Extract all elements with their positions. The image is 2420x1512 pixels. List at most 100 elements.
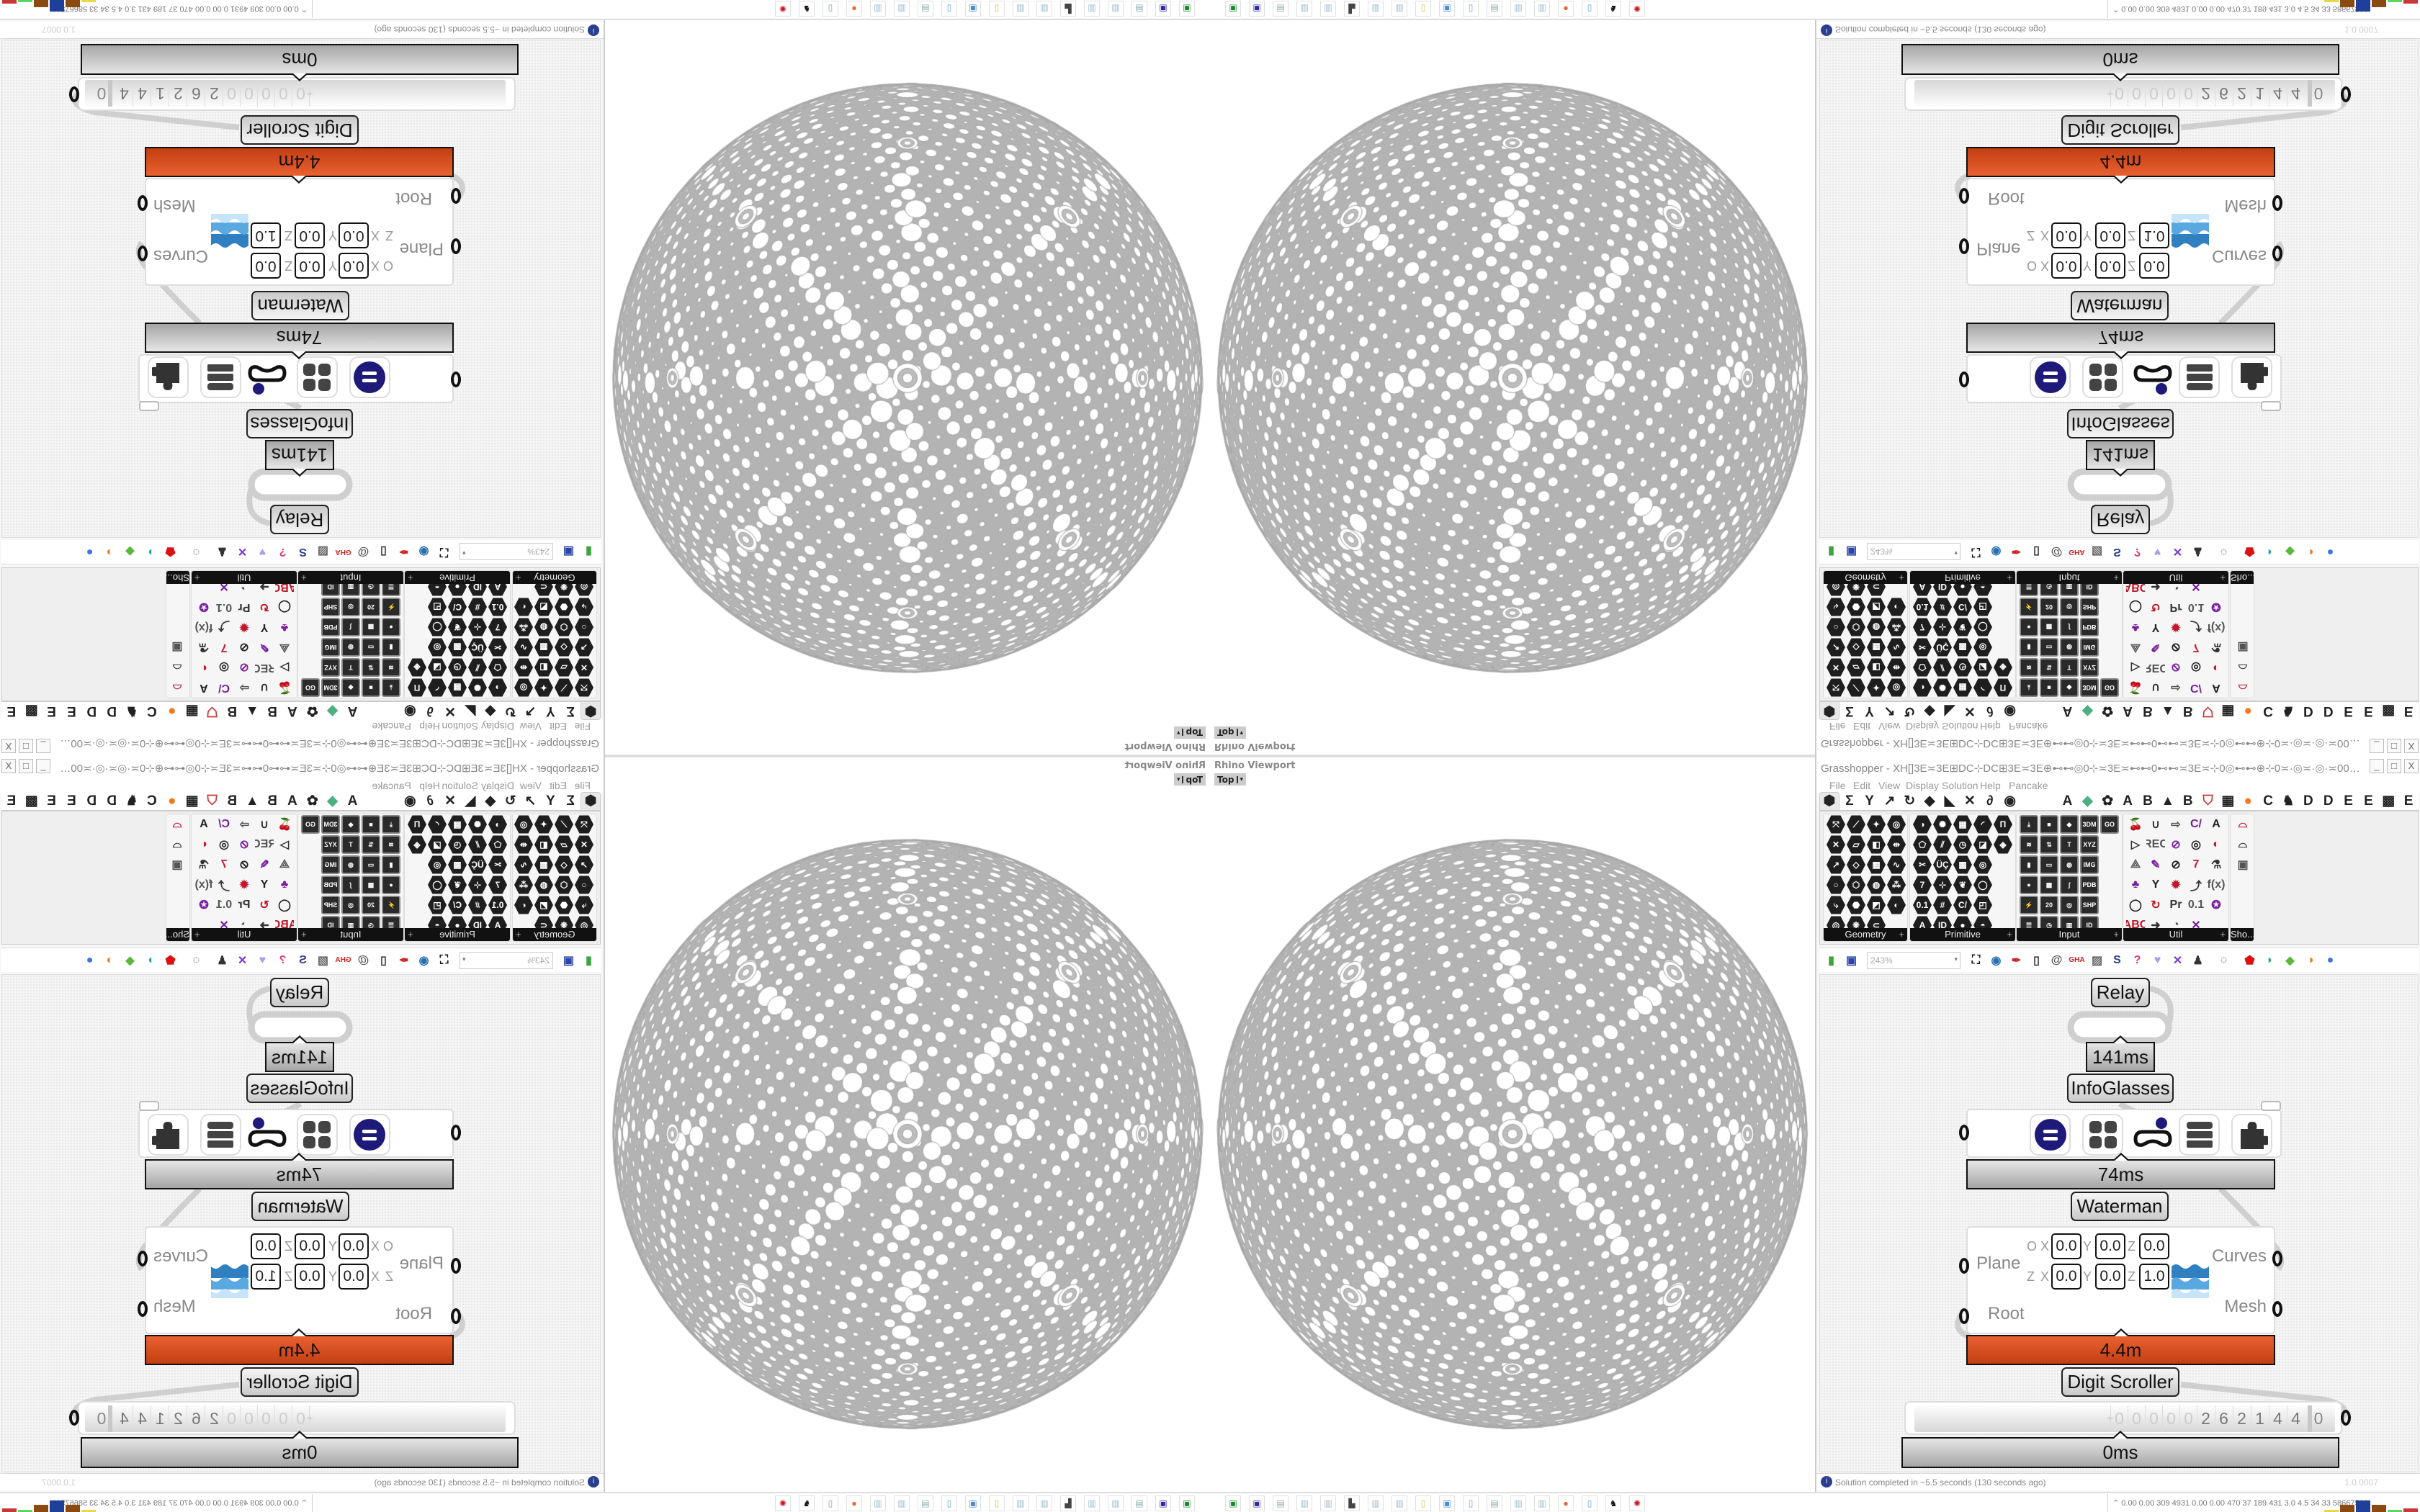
scroller-digit[interactable]: 0 <box>2110 1405 2128 1432</box>
component-icon[interactable]: ⤴ <box>2190 619 2202 631</box>
component-icon[interactable]: ▭ <box>362 855 380 874</box>
menu-solution[interactable]: Solution <box>442 780 478 791</box>
component-icon[interactable]: ↻ <box>259 899 269 912</box>
monitor-icon[interactable]: ▙ <box>1344 1495 1360 1511</box>
plugin-tab[interactable]: E <box>6 703 17 719</box>
plugin-widget-button[interactable] <box>148 356 189 398</box>
notepad-icon[interactable]: ▥ <box>1084 1 1100 17</box>
save-icon[interactable]: ▣ <box>1845 954 1857 967</box>
component-icon[interactable]: ≋ <box>2020 658 2038 677</box>
component-icon[interactable]: ⊘ <box>2171 839 2181 851</box>
component-icon[interactable]: ⇹ <box>1887 835 1906 854</box>
wolf-icon[interactable]: ♞ <box>1605 1495 1621 1511</box>
component-icon[interactable]: ⇹ <box>514 835 533 854</box>
component-icon[interactable]: ○ <box>1827 618 1845 636</box>
sketch-pen-icon[interactable]: ✒ <box>2011 545 2022 558</box>
component-icon[interactable]: 0.1 <box>2187 899 2205 911</box>
plugin-tab[interactable]: E <box>47 703 56 719</box>
waterman-component[interactable]: Plane Root Curves Mesh O X 0.0 Y 0.0 Z 0… <box>1959 178 2282 286</box>
package-icon[interactable]: ? <box>2133 953 2141 966</box>
waterman-component[interactable]: Plane Root Curves Mesh O X 0.0 Y 0.0 Z 0… <box>1959 1226 2282 1334</box>
close-button[interactable]: X <box>2404 759 2419 773</box>
balloon-icon[interactable]: ♥ <box>259 953 266 966</box>
component-icon[interactable]: REC <box>2146 662 2165 674</box>
root-input-grip[interactable] <box>1959 188 1969 204</box>
minimize-button[interactable]: _ <box>2370 739 2384 753</box>
plugin-tab[interactable]: C <box>2263 793 2273 809</box>
component-icon[interactable]: Y <box>260 621 269 634</box>
component-icon[interactable]: IMG <box>321 855 340 874</box>
root-input-grip[interactable] <box>451 188 461 204</box>
component-icon[interactable]: ⬠ <box>1913 658 1932 677</box>
plugin-tab[interactable]: C <box>147 793 157 809</box>
image-icon[interactable]: ▨ <box>2091 545 2103 558</box>
component-icon[interactable]: 3DM <box>321 678 340 697</box>
component-icon[interactable]: ♣ <box>280 878 289 891</box>
component-icon[interactable]: ▷ <box>2130 839 2141 851</box>
component-icon[interactable]: ◐ <box>514 598 533 616</box>
gha-icon[interactable]: GHA <box>335 548 351 556</box>
folder-icon[interactable]: ▯ <box>989 1 1005 17</box>
chevron-down-icon[interactable]: ▾ <box>462 549 466 557</box>
plugin-tab[interactable]: ♞ <box>125 793 138 809</box>
notepad-icon[interactable]: ▥ <box>870 1495 886 1511</box>
panel-label[interactable]: Geometry + <box>1824 928 1907 941</box>
component-icon[interactable]: ∪ <box>2151 681 2160 693</box>
chain-icon[interactable]: ◌ <box>2220 546 2228 559</box>
component-icon[interactable]: ▣ <box>171 641 183 653</box>
component-icon[interactable]: ⤧ <box>575 678 593 697</box>
maths-tab[interactable]: Σ <box>566 703 575 719</box>
origin-y-field[interactable]: 0.0 <box>2095 253 2125 279</box>
origin-y-field[interactable]: 0.0 <box>2095 1233 2125 1259</box>
grasshopper-canvas[interactable]: Relay 141ms InfoGlasses 7 <box>1819 40 2419 538</box>
plugin-tab[interactable]: C <box>147 703 157 719</box>
expand-panel-icon[interactable]: + <box>2220 929 2226 940</box>
scroller-digit[interactable]: 2 <box>2197 80 2214 107</box>
component-icon[interactable]: ⬡ <box>1847 876 1865 894</box>
intersect-tab[interactable]: ✕ <box>1963 793 1976 809</box>
notepad-icon[interactable]: ▥ <box>1036 1495 1052 1511</box>
component-icon[interactable]: 🍒 <box>277 819 292 831</box>
component-icon[interactable]: ◎ <box>2191 661 2201 673</box>
component-icon[interactable]: ▦ <box>1867 638 1886 657</box>
new-document-icon[interactable]: ▮ <box>586 545 592 558</box>
sets-tab[interactable]: Y <box>546 703 555 719</box>
bake-icon[interactable]: ▯ <box>2033 954 2040 967</box>
phone-icon[interactable]: ▯ <box>1582 1495 1597 1511</box>
plugin-tab[interactable]: D <box>2303 793 2313 809</box>
component-icon[interactable]: T <box>341 658 360 677</box>
params-tab[interactable]: ⬢ <box>581 702 601 720</box>
component-icon[interactable]: ◎ <box>2191 839 2201 851</box>
component-icon[interactable]: ✺ <box>468 815 487 834</box>
component-icon[interactable]: ✕ <box>575 835 593 854</box>
component-icon[interactable]: ⇨ <box>2171 681 2181 693</box>
component-icon[interactable]: Pr <box>238 899 251 911</box>
component-icon[interactable]: A <box>200 682 208 694</box>
plugin-tab[interactable]: ● <box>168 703 176 719</box>
component-icon[interactable]: ◍ <box>2060 638 2079 657</box>
component-icon[interactable]: ⁂ <box>514 618 533 636</box>
plugin-tab[interactable]: B <box>2143 703 2153 719</box>
origin-x-field[interactable]: 0.0 <box>2051 1233 2081 1259</box>
component-icon[interactable]: ⤴ <box>2190 881 2202 893</box>
component-icon[interactable]: ◎ <box>341 896 360 914</box>
component-icon[interactable]: Pr <box>238 601 251 613</box>
view-selector[interactable]: Top ▾ <box>1214 773 1246 786</box>
component-icon[interactable]: 7 <box>1913 876 1932 894</box>
component-icon[interactable]: PDB <box>321 876 340 894</box>
panel-label[interactable]: Geometry + <box>513 928 596 941</box>
component-icon[interactable]: ∿ <box>514 855 533 874</box>
scroller-output-grip[interactable] <box>69 86 79 102</box>
waterman-node[interactable]: Waterman <box>251 1192 349 1221</box>
display-tab[interactable]: ◉ <box>2004 703 2016 719</box>
rhino-viewport[interactable]: Rhino Viewport Top ▾ <box>605 20 1210 756</box>
component-icon[interactable]: ◎ <box>2060 598 2079 616</box>
component-icon[interactable]: ◎ <box>514 815 533 834</box>
waterman-node[interactable]: Waterman <box>2071 1192 2169 1221</box>
terminal-icon[interactable]: ▣ <box>1225 1495 1241 1511</box>
menu-view[interactable]: View <box>1878 780 1901 791</box>
notepad-icon[interactable]: ▥ <box>1510 1495 1526 1511</box>
component-icon[interactable]: 0.1 <box>2187 601 2205 613</box>
balloon-icon[interactable]: ♥ <box>2154 546 2161 559</box>
transform-tab[interactable]: ∂ <box>1986 793 1994 809</box>
